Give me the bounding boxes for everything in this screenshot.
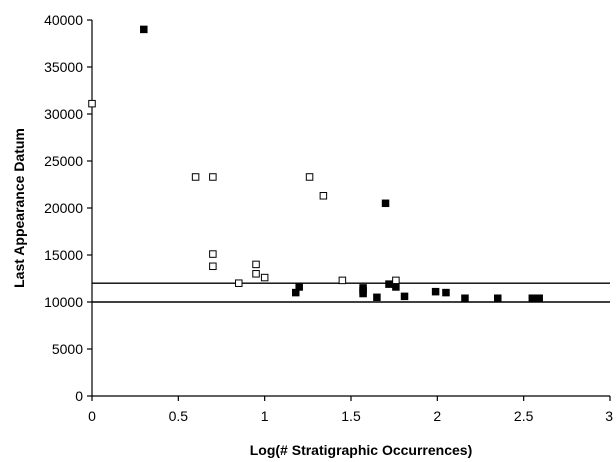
filled-square-point xyxy=(359,289,367,298)
y-tick-label: 25000 xyxy=(44,153,83,169)
open-square-point xyxy=(252,270,260,278)
filled-square-point xyxy=(431,287,440,296)
filled-square-point xyxy=(442,288,450,297)
open-square-point xyxy=(209,173,217,181)
y-tick-label: 30000 xyxy=(44,106,83,122)
y-tick-label: 0 xyxy=(75,388,83,404)
y-tick-label: 40000 xyxy=(44,12,83,28)
open-square-point xyxy=(88,99,96,108)
data-points xyxy=(88,25,543,302)
x-tick-label: 3 xyxy=(605,408,613,424)
y-axis-title: Last Appearance Datum xyxy=(11,128,27,288)
filled-square-point xyxy=(528,294,537,302)
x-tick-label: 1 xyxy=(261,408,269,424)
filled-square-point xyxy=(373,293,381,302)
y-tick-label: 15000 xyxy=(44,247,83,263)
open-square-point xyxy=(338,276,347,285)
x-tick-label: 2.5 xyxy=(514,408,534,424)
open-square-point xyxy=(319,192,328,200)
reference-lines xyxy=(92,282,610,303)
open-square-point xyxy=(392,276,400,285)
y-tick-label: 35000 xyxy=(44,59,83,75)
y-tick-label: 20000 xyxy=(44,200,83,216)
y-tick-label: 5000 xyxy=(52,341,83,357)
y-axis-ticks: 0 5000 10000 15000 20000 25000 30000 35000 40000 xyxy=(44,12,92,404)
filled-square-point xyxy=(392,283,400,291)
open-square-point xyxy=(305,173,314,181)
open-square-point xyxy=(191,173,200,181)
filled-square-point xyxy=(140,25,148,34)
x-tick-label: 0 xyxy=(88,408,96,424)
filled-square-point xyxy=(400,292,409,301)
filled-square-point xyxy=(295,283,303,291)
filled-square-point xyxy=(385,280,393,288)
axes xyxy=(91,20,610,397)
open-square-point xyxy=(252,260,260,269)
filled-square-point xyxy=(535,294,543,302)
x-tick-label: 2 xyxy=(433,408,441,424)
open-square-point xyxy=(209,262,217,271)
filled-square-point xyxy=(461,294,469,302)
open-square-point xyxy=(235,279,243,287)
y-tick-label: 10000 xyxy=(44,294,83,310)
open-square-point xyxy=(209,250,217,258)
x-tick-label: 1.5 xyxy=(341,408,361,424)
x-tick-label: 0.5 xyxy=(169,408,189,424)
filled-square-point xyxy=(381,199,390,208)
open-square-point xyxy=(260,273,269,282)
filled-square-point xyxy=(494,294,502,302)
x-axis-ticks: 0 0.5 1 1.5 2 2.5 3 xyxy=(88,396,613,424)
x-axis-title: Log(# Stratigraphic Occurrences) xyxy=(250,442,473,458)
